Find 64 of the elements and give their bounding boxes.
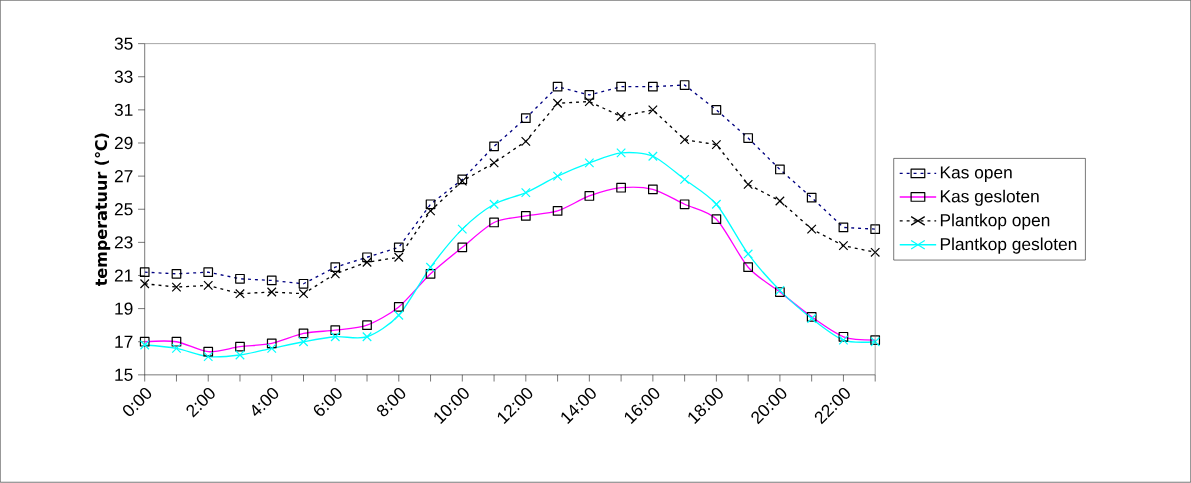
y-tick-label: 21: [114, 269, 133, 282]
point: [425, 206, 436, 216]
point: [266, 287, 277, 298]
point: [330, 332, 341, 342]
point: [616, 111, 626, 122]
point: [616, 148, 626, 159]
y-tick-label: 19: [115, 302, 133, 315]
x-tick-label: 4:00: [252, 388, 279, 417]
point: [235, 289, 245, 299]
point: [425, 262, 436, 273]
y-tick-label: 25: [114, 203, 133, 216]
point: [203, 352, 214, 362]
point: [235, 350, 245, 361]
point: [139, 279, 150, 289]
point: [743, 179, 753, 190]
y-axis-title: temperatuur (℃): [94, 133, 111, 287]
point: [489, 158, 499, 168]
point: [806, 224, 817, 235]
point: [362, 257, 372, 268]
point: [266, 343, 277, 354]
point: [648, 105, 658, 115]
point: [203, 280, 214, 291]
y-tick-label: 35: [114, 37, 133, 50]
point: [362, 332, 372, 342]
legend-label: Plantkop gesloten: [940, 237, 1077, 254]
point: [838, 241, 849, 251]
point: [520, 188, 531, 198]
y-tick-label: 31: [114, 103, 133, 117]
point: [552, 171, 563, 182]
point: [393, 310, 404, 321]
point: [584, 96, 595, 107]
point: [743, 249, 753, 260]
point: [330, 269, 341, 279]
point: [775, 196, 785, 207]
point: [171, 282, 182, 293]
legend-label: Kas gesloten: [940, 189, 1039, 207]
point: [711, 199, 722, 210]
point: [870, 247, 881, 258]
point: [648, 151, 658, 162]
x-tick-label: 6:00: [313, 388, 342, 417]
y-tick-label: 27: [114, 170, 133, 183]
point: [679, 135, 690, 145]
x-tick-label: 8:00: [376, 388, 406, 417]
legend-label: Plantkop open: [940, 213, 1050, 230]
point: [520, 136, 531, 147]
point: [139, 340, 150, 351]
y-tick-label: 23: [114, 236, 133, 249]
point: [489, 199, 499, 210]
point: [838, 335, 849, 346]
point: [711, 140, 722, 150]
y-tick-label: 29: [114, 137, 133, 150]
y-tick-label: 17: [115, 336, 133, 348]
point: [171, 343, 182, 354]
point: [679, 174, 690, 185]
y-tick-label: 15: [115, 369, 133, 382]
y-tick-label: 33: [114, 70, 133, 84]
point: [298, 289, 309, 299]
x-tick-label: 0:00: [123, 388, 152, 417]
point: [457, 224, 468, 235]
point: [552, 98, 563, 109]
legend-label: Kas open: [940, 166, 1012, 183]
point: [393, 252, 404, 263]
point: [584, 158, 595, 168]
point: [298, 337, 309, 347]
